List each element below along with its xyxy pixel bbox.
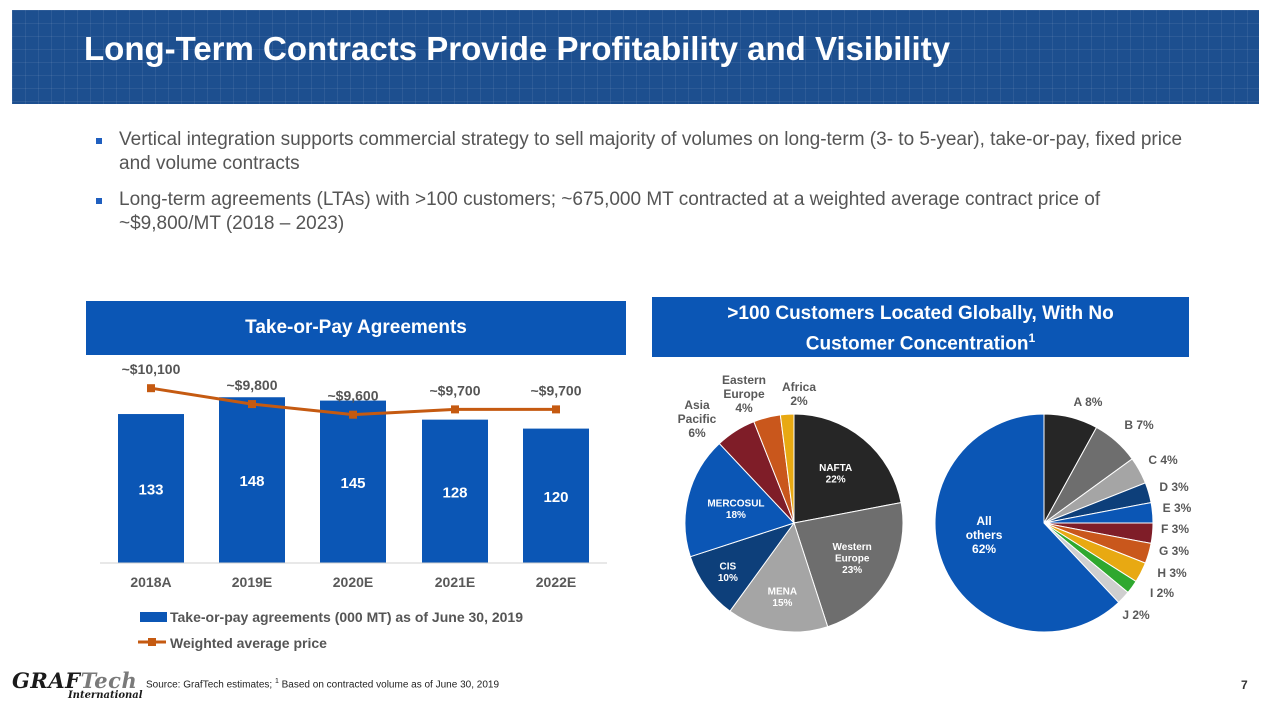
customer-pie-label: F 3% <box>1161 522 1189 536</box>
region-slice-mercosul <box>684 442 795 558</box>
bar-2019E <box>219 397 285 563</box>
price-marker <box>248 400 256 409</box>
page-number: 7 <box>1241 678 1248 692</box>
source-prefix: Source: GrafTech estimates; <box>146 679 275 691</box>
x-tick-label: 2020E <box>333 574 373 590</box>
bullet-square-icon <box>96 138 102 144</box>
footnote-marker: 1 <box>1028 331 1036 345</box>
legend-line-label: Weighted average price <box>170 635 327 651</box>
bar-value-label: 148 <box>239 473 264 490</box>
customer-pie-label: J 2% <box>1122 608 1150 622</box>
price-marker <box>552 405 560 414</box>
region-slice-africa <box>779 413 795 524</box>
footnote-mark: 1 <box>274 678 279 685</box>
price-label: ~$9,600 <box>328 388 379 404</box>
bar-2021E <box>422 419 488 563</box>
region-slice-mena <box>729 521 829 633</box>
customer-pie-label: H 3% <box>1157 566 1187 580</box>
customer-pie-label: B 7% <box>1124 418 1154 432</box>
customer-pie-label: C 4% <box>1148 453 1178 467</box>
logo-wordmark: GRAFTech <box>12 668 137 693</box>
bullet-text: Vertical integration supports commercial… <box>119 129 1183 174</box>
region-pie-label: Eastern Europe 4% <box>722 373 766 415</box>
customers-header-line2-wrap: Customer Concentration1 <box>652 326 1189 356</box>
customer-pie-label: D 3% <box>1159 480 1189 494</box>
bar-value-label: 120 <box>543 489 568 506</box>
bar-value-label: 145 <box>340 475 365 492</box>
customer-pie-label: G 3% <box>1159 544 1189 558</box>
region-pie-label: Africa 2% <box>782 380 816 408</box>
source-note: Based on contracted volume as of June 30… <box>278 679 500 691</box>
logo-graf: GRAF <box>12 668 81 693</box>
price-label: ~$10,100 <box>122 361 181 377</box>
x-tick-label: 2021E <box>435 574 475 590</box>
customer-pie-label: E 3% <box>1163 501 1192 515</box>
bar-2020E <box>320 400 386 563</box>
price-marker <box>349 410 357 419</box>
x-tick-label: 2019E <box>232 574 272 590</box>
bar-value-label: 133 <box>138 482 163 499</box>
customers-header: >100 Customers Located Globally, With No… <box>652 297 1189 357</box>
region-pie-label: Asia Pacific 6% <box>678 398 717 440</box>
price-marker <box>451 405 459 414</box>
customers-header-line2: Customer Concentration <box>805 333 1029 355</box>
legend-bar-swatch <box>140 612 167 622</box>
region-pie-label: MENA 15% <box>768 586 797 609</box>
region-pie-label: CIS 10% <box>718 561 738 584</box>
customer-pie-label: I 2% <box>1150 586 1174 600</box>
logo-tech: Tech <box>80 668 138 693</box>
x-tick-label: 2022E <box>536 574 576 590</box>
source-footnote: Source: GrafTech estimates; 1 Based on c… <box>146 678 499 690</box>
bullet-item: Long-term agreements (LTAs) with >100 cu… <box>92 188 1182 236</box>
bullet-text: Long-term agreements (LTAs) with >100 cu… <box>119 189 1101 234</box>
bar-value-label: 128 <box>442 484 467 501</box>
region-pie-label: Western Europe 23% <box>833 542 872 576</box>
bullet-list: Vertical integration supports commercial… <box>92 128 1182 248</box>
legend-bar-label: Take-or-pay agreements (000 MT) as of Ju… <box>170 609 523 625</box>
price-label: ~$9,800 <box>227 377 278 393</box>
bar-2018A <box>118 414 184 563</box>
region-pie-label: MERCOSUL 18% <box>707 498 764 521</box>
region-slice-nafta <box>793 413 902 524</box>
price-label: ~$9,700 <box>531 382 582 398</box>
region-pie-label: NAFTA 22% <box>819 463 852 486</box>
legend-line-marker <box>148 638 156 646</box>
customer-pie-label: A 8% <box>1074 395 1103 409</box>
graftech-logo: GRAFTech International <box>12 668 143 704</box>
bullet-square-icon <box>96 198 102 204</box>
bullet-item: Vertical integration supports commercial… <box>92 128 1182 176</box>
x-tick-label: 2018A <box>130 574 171 590</box>
page-title: Long-Term Contracts Provide Profitabilit… <box>84 30 951 67</box>
customers-header-line1: >100 Customers Located Globally, With No <box>727 303 1114 324</box>
bar-2022E <box>523 428 589 563</box>
region-slice-western-europe <box>793 501 904 628</box>
price-marker <box>147 384 155 393</box>
price-label: ~$9,700 <box>430 382 481 398</box>
logo-international: International <box>68 690 143 701</box>
customer-slice-all-others <box>934 413 1120 633</box>
customer-pie-label-all-others: All others 62% <box>966 514 1003 556</box>
title-banner <box>12 10 1259 104</box>
take-or-pay-header: Take-or-Pay Agreements <box>86 301 626 355</box>
